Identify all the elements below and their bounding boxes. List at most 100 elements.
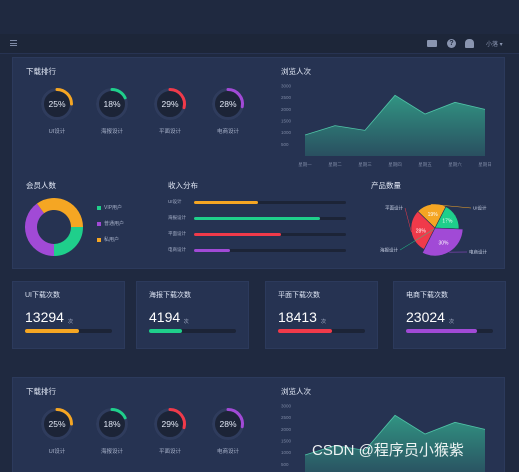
browse-xtick-4: 星期五 xyxy=(418,162,432,168)
rank2-label-2: 平面设计 xyxy=(158,449,181,455)
rank-donut-arc-3 xyxy=(226,88,244,109)
browse-line xyxy=(304,94,486,136)
legend-swatch xyxy=(97,221,101,226)
browse-xtick-1: 星期二 xyxy=(328,162,342,168)
stat-progress-track xyxy=(406,329,493,333)
overview-panel: 下载排行 25% UI设计 18% 海报设计 29% 平面设计 28% 电商设计 浏览人次 3… xyxy=(12,57,505,269)
members-donut-chart xyxy=(25,198,83,256)
browse-title-2: 浏览人次 xyxy=(281,387,311,396)
rank-donut-arc-2 xyxy=(168,88,186,110)
browse-ytick-3: 1500 xyxy=(281,119,292,124)
stat-progress-fill xyxy=(406,329,478,333)
rank-pct-3: 28% xyxy=(219,99,237,109)
user-menu[interactable]: 小落 ▾ xyxy=(486,42,503,48)
rank2-donut-arc-3 xyxy=(226,408,244,429)
members-slice-0 xyxy=(53,226,83,256)
browse-area-chart-2: 3000 2500 2000 1500 1000 500 xyxy=(281,404,486,472)
browse-xtick-2: 星期三 xyxy=(358,162,372,168)
products-pct-0: 28% xyxy=(416,228,427,234)
rank-label-2: 平面设计 xyxy=(158,129,181,135)
rank-label-1: 海报设计 xyxy=(100,129,123,135)
stat-unit: 次 xyxy=(68,319,74,325)
products-leader-0 xyxy=(404,207,412,232)
mail-icon[interactable] xyxy=(427,40,437,47)
income-title: 收入分布 xyxy=(168,181,198,190)
products-label-3: 电商设计 xyxy=(469,249,487,256)
income-bar-fill-3 xyxy=(194,249,231,252)
rank-donut-1: 18% xyxy=(93,85,131,123)
stat-card-1: 海报下载次数 4194 次 xyxy=(136,281,249,349)
products-label-2: 海报设计 xyxy=(380,247,398,254)
income-bar-track-2 xyxy=(194,233,346,236)
rank-label-3: 电商设计 xyxy=(216,129,239,135)
browse2-ytick-0: 3000 xyxy=(281,404,292,409)
stat-title: 海报下载次数 xyxy=(149,292,191,299)
stat-progress-track xyxy=(278,329,365,333)
stat-progress-track xyxy=(149,329,236,333)
stat-card-0: UI下载次数 13294 次 xyxy=(12,281,125,349)
bell-icon[interactable] xyxy=(465,39,474,48)
stat-unit: 次 xyxy=(449,319,455,325)
members-slice-1 xyxy=(25,203,55,256)
income-bar-row-2: 平面设计 xyxy=(168,231,346,239)
rank-pct-2: 29% xyxy=(161,99,179,109)
rank2-donut-0: 25% xyxy=(38,405,76,443)
menu-icon[interactable] xyxy=(10,40,17,47)
products-title: 产品数量 xyxy=(371,181,401,190)
income-bar-row-0: UI设计 xyxy=(168,199,346,207)
income-bar-row-3: 电商设计 xyxy=(168,247,346,255)
products-slice-3 xyxy=(421,227,464,257)
products-pct-3: 30% xyxy=(439,240,450,246)
income-bar-track-3 xyxy=(194,249,346,252)
rank2-pct-0: 25% xyxy=(48,419,66,429)
stat-progress-fill xyxy=(278,329,332,333)
browse-ytick-4: 1000 xyxy=(281,130,292,135)
browse-title: 浏览人次 xyxy=(281,67,311,76)
stat-progress-fill xyxy=(149,329,183,333)
stat-title: 平面下载次数 xyxy=(278,292,320,299)
stat-card-2: 平面下载次数 18413 次 xyxy=(265,281,378,349)
rank2-pct-2: 29% xyxy=(161,419,179,429)
members-slice-2 xyxy=(36,198,83,228)
browse-xtick-3: 星期四 xyxy=(388,162,402,168)
browse2-ytick-2: 2000 xyxy=(281,427,292,432)
stat-progress-track xyxy=(25,329,112,333)
rank2-donut-3: 28% xyxy=(209,405,247,443)
rank-donut-0: 25% xyxy=(38,85,76,123)
products-pct-1: 19% xyxy=(428,212,439,218)
stat-progress-fill xyxy=(25,329,79,333)
browse2-line xyxy=(304,414,486,456)
browse2-ytick-3: 1500 xyxy=(281,439,292,444)
income-bar-label-1: 海报设计 xyxy=(168,215,186,220)
rank2-donut-arc-2 xyxy=(168,408,186,430)
members-title: 会员人数 xyxy=(26,181,56,190)
products-leader-1 xyxy=(431,204,472,209)
legend-swatch xyxy=(97,205,101,210)
products-pie-chart: 28% 平面设计 19% UI设计 17% 海报设计 30% 电商设计 xyxy=(380,203,487,257)
rank-label-0: UI设计 xyxy=(48,129,66,135)
browse-xtick-5: 星期六 xyxy=(448,161,462,168)
products-label-0: 平面设计 xyxy=(385,205,403,212)
legend-label: 普通用户 xyxy=(104,221,125,227)
help-icon[interactable]: ? xyxy=(447,39,456,48)
income-bar-label-3: 电商设计 xyxy=(168,247,186,252)
watermark: CSDN @程序员小猴紫 xyxy=(312,442,464,459)
stat-title: 电商下载次数 xyxy=(406,292,448,299)
rank-donut-arc-1 xyxy=(110,88,127,100)
browse-area-chart: 3000 2500 2000 1500 1000 500 星期一 星期二 星期三 星期四 星期五 星期… xyxy=(281,84,492,169)
stat-number: 18413 xyxy=(278,309,317,325)
rank2-donut-1: 18% xyxy=(93,405,131,443)
income-bar-label-0: UI设计 xyxy=(168,199,182,204)
income-bar-fill-0 xyxy=(194,201,258,204)
rank-pct-0: 25% xyxy=(48,99,66,109)
stat-number: 13294 xyxy=(25,309,64,325)
browse-ytick-0: 3000 xyxy=(281,84,292,89)
overview-panel-repeat: 下载排行 25% UI设计 18% 海报设计 29% 平面设计 28% 电商设计 浏览人次 3… xyxy=(12,377,505,472)
members-legend-item-2: 私用户 xyxy=(97,236,119,243)
top-bar: ? 小落 ▾ xyxy=(0,34,519,54)
rank2-donut-2: 29% xyxy=(151,405,189,443)
browse-xtick-0: 星期一 xyxy=(298,162,312,168)
browse2-ytick-4: 1000 xyxy=(281,450,292,455)
rank-donut-arc-0 xyxy=(55,88,73,106)
